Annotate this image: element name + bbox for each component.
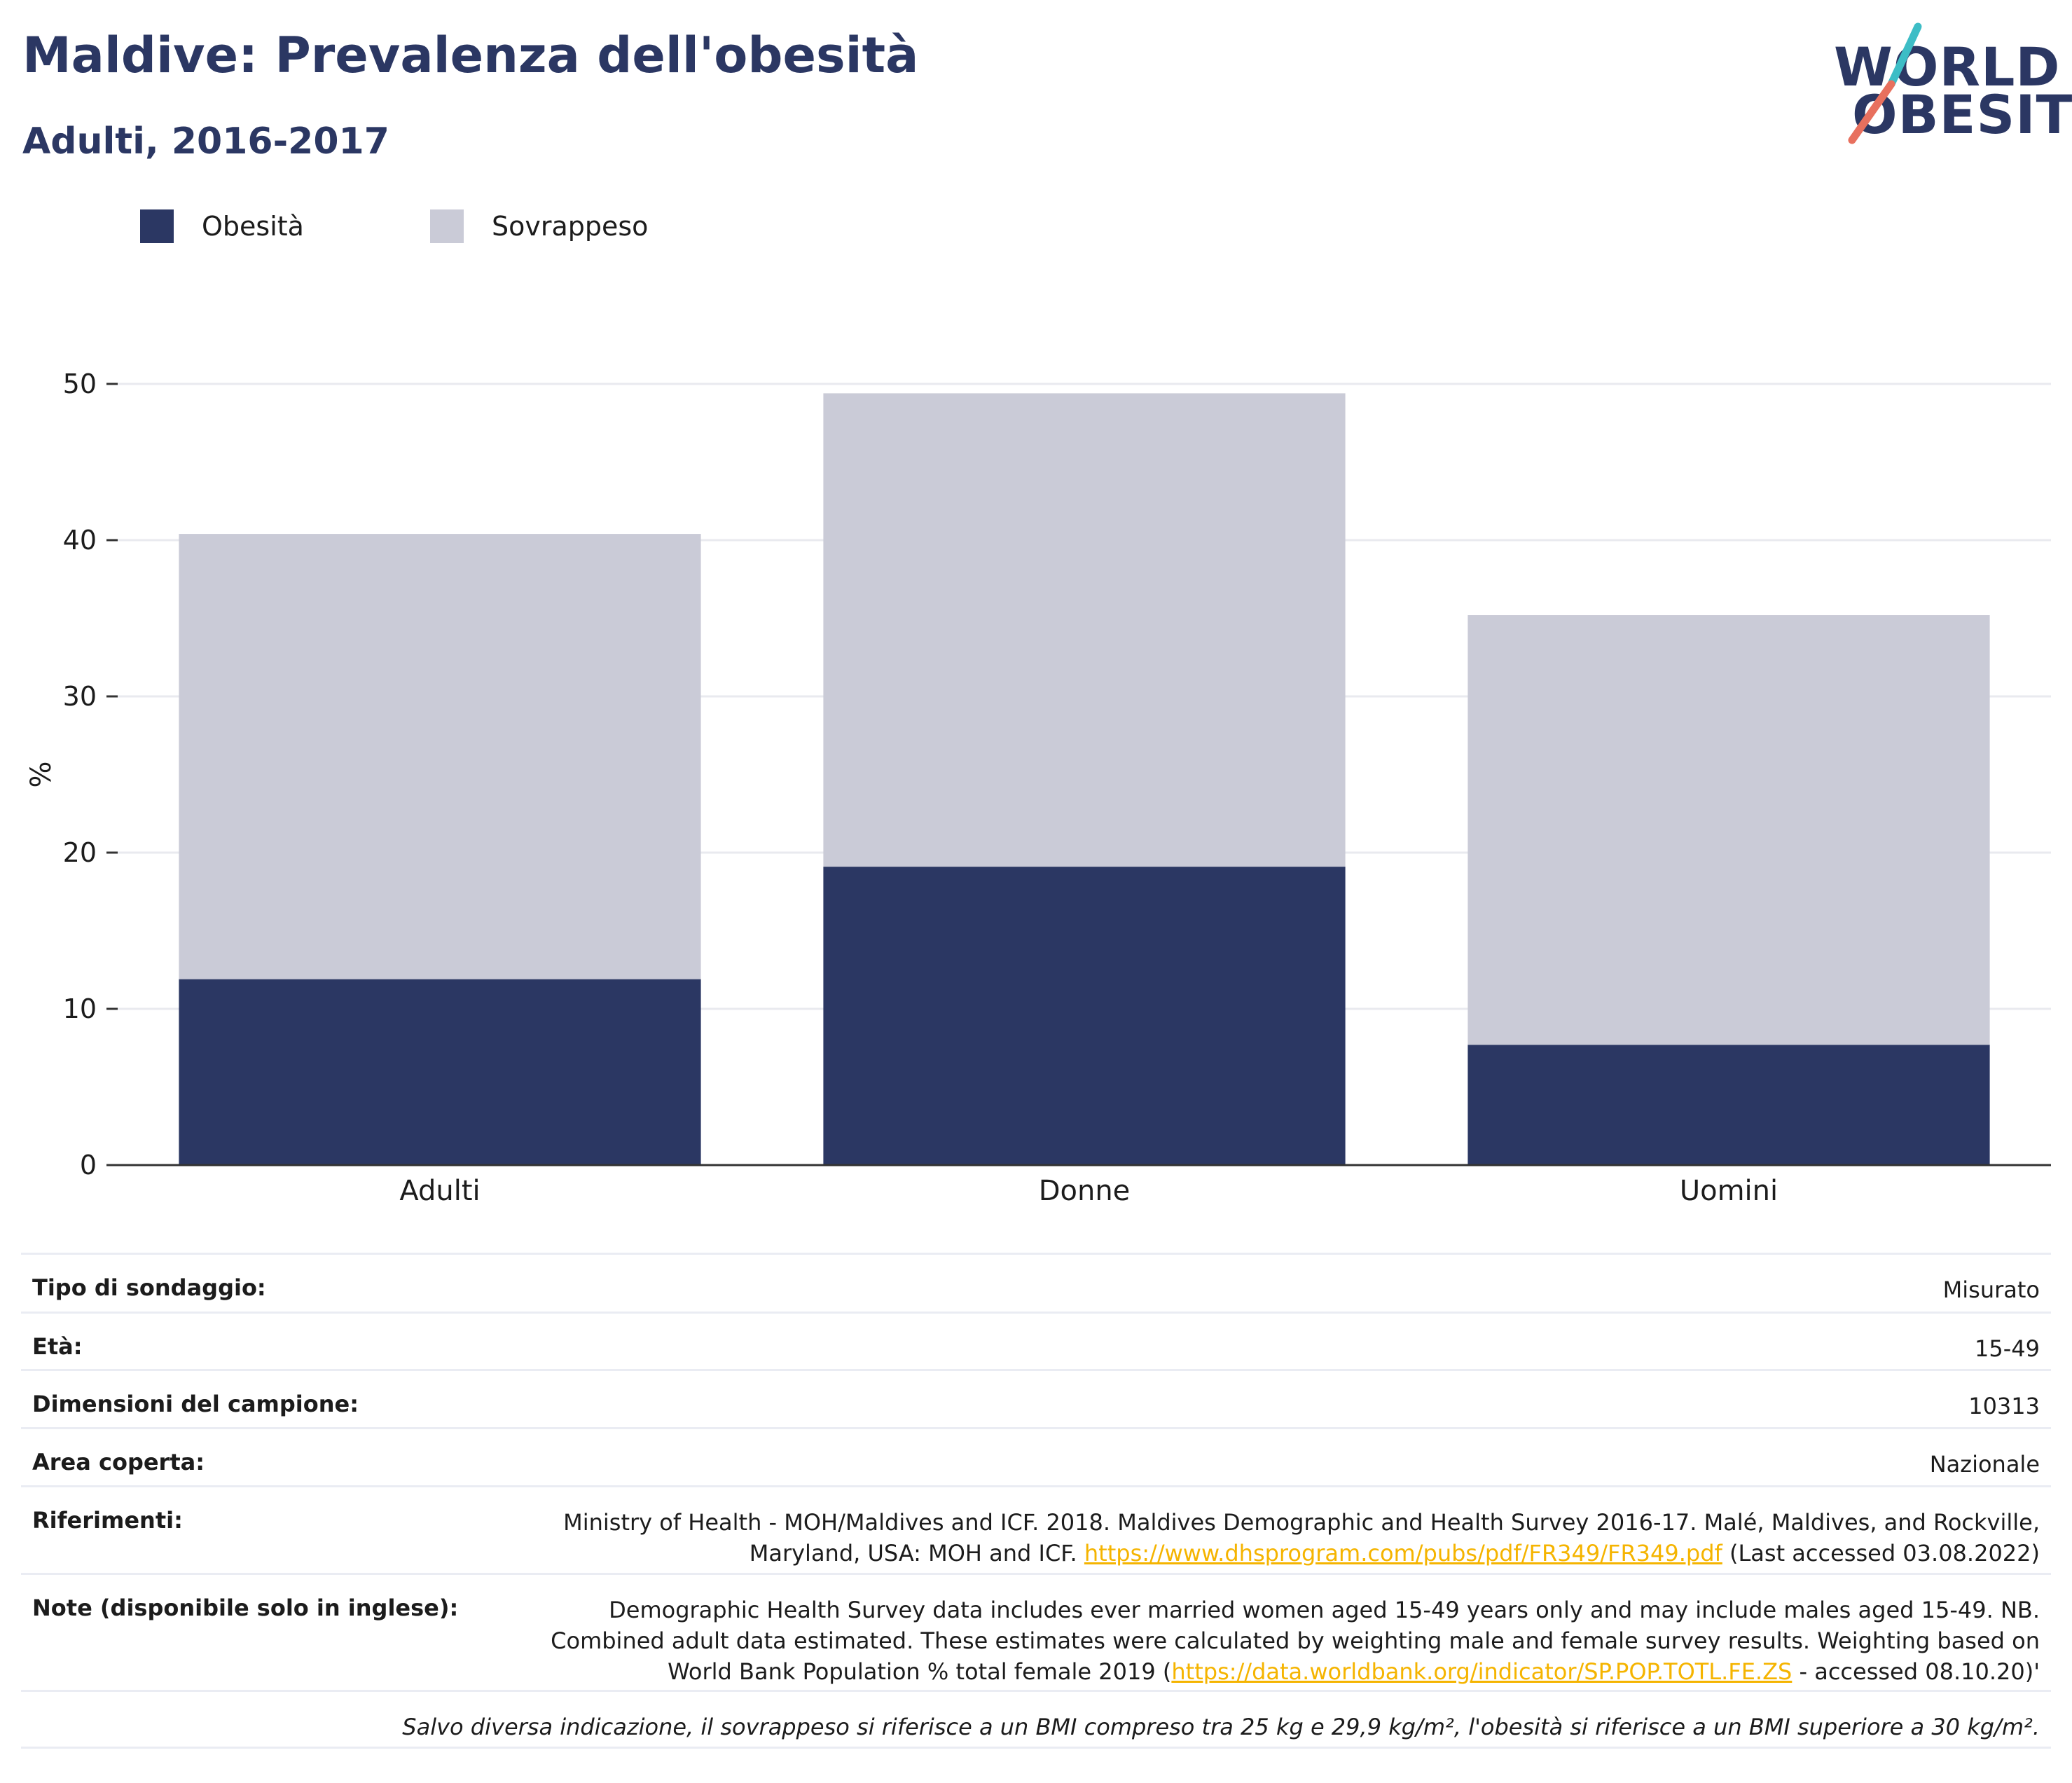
x-tick-label: Donne [1039, 1175, 1131, 1207]
chart-title: Maldive: Prevalenza dell'obesità [22, 27, 919, 84]
legend-item-overweight: Sovrappeso [430, 209, 648, 244]
survey-type-value: Misurato [1942, 1276, 2040, 1303]
references-line-1: Ministry of Health - MOH/Maldives and IC… [563, 1509, 2040, 1536]
y-tick-label: 40 [63, 525, 97, 556]
sample-size-value: 10313 [1968, 1393, 2040, 1419]
row-sample-size: Dimensioni del campione: 10313 [21, 1369, 2051, 1427]
references-line-2: Maryland, USA: MOH and ICF. https://www.… [511, 1538, 2040, 1569]
notes-line-3: World Bank Population % total female 201… [511, 1656, 2040, 1687]
y-tick-label: 50 [63, 369, 97, 399]
legend-label-overweight: Sovrappeso [492, 211, 649, 242]
y-tick-label: 30 [63, 681, 97, 712]
row-footnote: Salvo diversa indicazione, il sovrappeso… [21, 1690, 2051, 1749]
y-tick-label: 20 [63, 837, 97, 868]
footnote-text: Salvo diversa indicazione, il sovrappeso… [402, 1714, 2040, 1740]
logo-word-obesity: OBESITY [1852, 83, 2072, 146]
notes-line-2: Combined adult data estimated. These est… [551, 1627, 2040, 1654]
area-label: Area coperta: [32, 1449, 205, 1475]
notes-line-1: Demographic Health Survey data includes … [609, 1597, 2040, 1623]
legend-label-obesity: Obesità [202, 211, 304, 242]
y-tick-label: 10 [63, 993, 97, 1024]
stacked-bar-chart: 0 10 20 30 40 50% Adulti Donne Uomini [25, 369, 2051, 1207]
bar-obesity [823, 867, 1346, 1165]
row-age: Età: 15-49 [21, 1312, 2051, 1369]
age-value: 15-49 [1975, 1335, 2040, 1362]
notes-value: Demographic Health Survey data includes … [511, 1595, 2040, 1687]
y-tick-label: 0 [80, 1150, 97, 1180]
world-obesity-logo: WORLD OBESITY [1821, 20, 2072, 149]
area-value: Nazionale [1929, 1451, 2040, 1478]
legend-item-obesity: Obesità [140, 209, 304, 244]
chart-subtitle: Adulti, 2016-2017 [22, 121, 389, 163]
y-axis-label: % [25, 761, 57, 787]
age-label: Età: [32, 1333, 83, 1360]
survey-type-label: Tipo di sondaggio: [32, 1274, 266, 1301]
row-area: Area coperta: Nazionale [21, 1427, 2051, 1485]
references-line-2-prefix: Maryland, USA: MOH and ICF. [749, 1540, 1077, 1567]
legend-swatch-overweight [430, 209, 464, 243]
references-value: Ministry of Health - MOH/Maldives and IC… [511, 1507, 2040, 1569]
references-link[interactable]: https://www.dhsprogram.com/pubs/pdf/FR34… [1084, 1540, 1722, 1567]
notes-line-3-prefix: World Bank Population % total female 201… [668, 1658, 1172, 1685]
legend-swatch-obesity [140, 209, 174, 243]
survey-details-table: Tipo di sondaggio: Misurato Età: 15-49 D… [21, 1253, 2051, 1749]
bar-overweight [179, 534, 701, 979]
logo-slash-icon [1848, 22, 1922, 144]
row-references: Riferimenti: Ministry of Health - MOH/Ma… [21, 1485, 2051, 1573]
sample-size-label: Dimensioni del campione: [32, 1391, 359, 1417]
bar-overweight [823, 393, 1346, 867]
row-notes: Note (disponibile solo in inglese): Demo… [21, 1573, 2051, 1690]
references-label: Riferimenti: [32, 1507, 183, 1534]
logo-word-world: WORLD [1834, 36, 2061, 98]
notes-label: Note (disponibile solo in inglese): [32, 1595, 459, 1621]
notes-link[interactable]: https://data.worldbank.org/indicator/SP.… [1171, 1658, 1793, 1685]
bar-overweight [1467, 615, 1990, 1045]
references-line-2-suffix: (Last accessed 03.08.2022) [1729, 1540, 2040, 1567]
notes-line-3-suffix: - accessed 08.10.20)' [1792, 1658, 2040, 1685]
row-survey-type: Tipo di sondaggio: Misurato [21, 1253, 2051, 1312]
bar-obesity [179, 979, 701, 1165]
x-tick-label: Adulti [399, 1175, 480, 1207]
bar-obesity [1467, 1045, 1990, 1165]
x-tick-label: Uomini [1680, 1175, 1778, 1207]
